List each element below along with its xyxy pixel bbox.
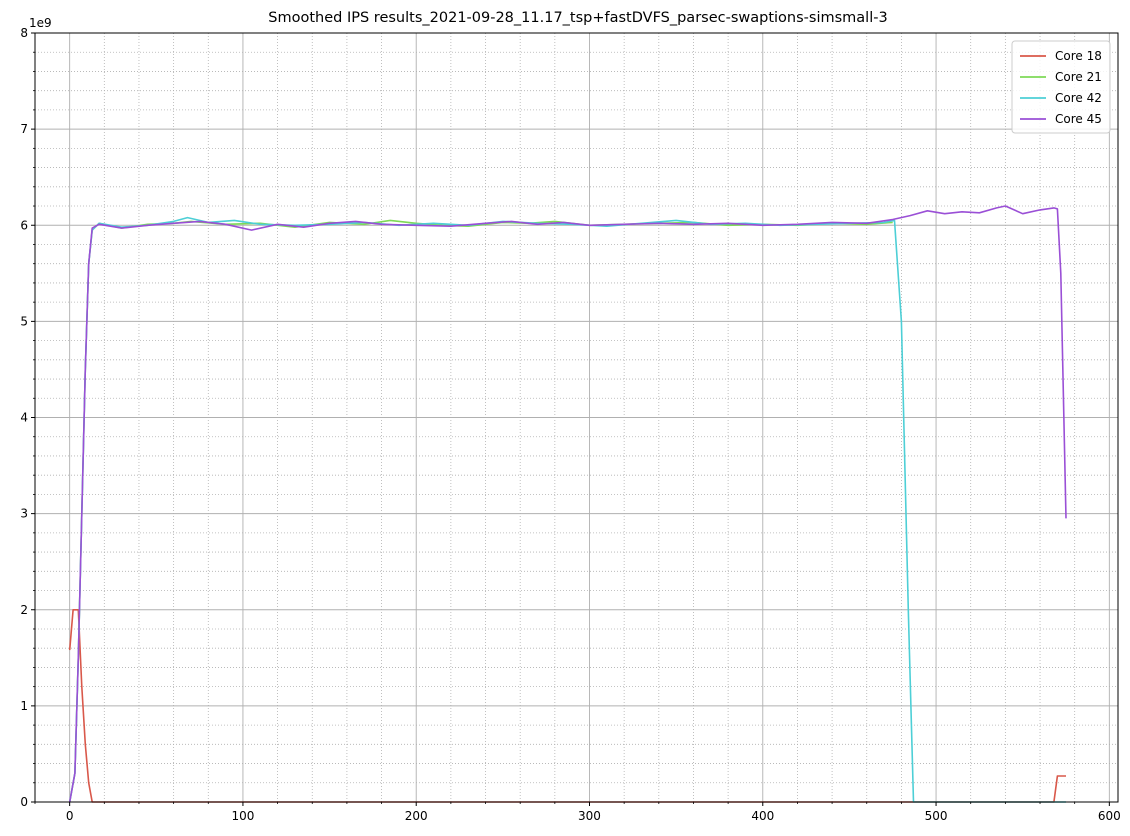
legend-label: Core 21 bbox=[1055, 70, 1102, 84]
series-line-core-45 bbox=[68, 205, 1067, 803]
series-line-core-21 bbox=[68, 219, 893, 803]
axes: 0 100 200 300 400 500 600 0 1 2 3 4 5 6 7 8 bbox=[20, 26, 1120, 823]
x-tick-label: 500 bbox=[925, 809, 948, 823]
series-line-core-18 bbox=[68, 608, 1066, 803]
y-tick-label: 3 bbox=[20, 507, 28, 521]
x-tick-label: 200 bbox=[405, 809, 428, 823]
x-tick-label: 400 bbox=[751, 809, 774, 823]
y-tick-label: 0 bbox=[20, 795, 28, 809]
y-tick-label: 2 bbox=[20, 603, 28, 617]
series-line-core-42 bbox=[68, 216, 1066, 803]
y-tick-label: 8 bbox=[20, 26, 28, 40]
grid bbox=[34, 33, 1118, 802]
y-tick-label: 5 bbox=[20, 314, 28, 328]
legend-label: Core 18 bbox=[1055, 49, 1102, 63]
y-offset-label: 1e9 bbox=[29, 16, 52, 30]
legend-box bbox=[1011, 40, 1111, 134]
y-tick-label: 4 bbox=[20, 411, 28, 425]
legend-label: Core 45 bbox=[1055, 112, 1102, 126]
x-tick-label: 300 bbox=[578, 809, 601, 823]
y-tick-label: 1 bbox=[20, 699, 28, 713]
y-tick-label: 7 bbox=[20, 122, 28, 136]
chart-title: Smoothed IPS results_2021-09-28_11.17_ts… bbox=[268, 10, 887, 26]
x-tick-label: 100 bbox=[231, 809, 254, 823]
x-tick-label: 600 bbox=[1098, 809, 1121, 823]
y-tick-label: 6 bbox=[20, 218, 28, 232]
series-lines bbox=[68, 205, 1067, 803]
legend: Core 18 Core 21 Core 42 Core 45 bbox=[1011, 40, 1111, 134]
legend-label: Core 42 bbox=[1055, 91, 1102, 105]
x-tick-label: 0 bbox=[66, 809, 74, 823]
